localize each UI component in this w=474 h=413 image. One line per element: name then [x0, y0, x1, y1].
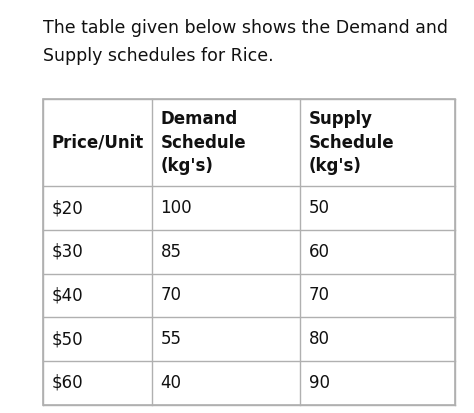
Text: Supply schedules for Rice.: Supply schedules for Rice. — [43, 47, 273, 66]
Text: Price/Unit: Price/Unit — [51, 134, 144, 152]
Text: $60: $60 — [51, 374, 83, 392]
Text: 80: 80 — [309, 330, 330, 348]
Text: 40: 40 — [161, 374, 182, 392]
Text: $30: $30 — [51, 243, 83, 261]
Text: 85: 85 — [161, 243, 182, 261]
Text: 50: 50 — [309, 199, 330, 217]
Text: $50: $50 — [51, 330, 83, 348]
Text: $20: $20 — [51, 199, 83, 217]
Text: 70: 70 — [309, 287, 330, 304]
Text: Demand
Schedule
(kg's): Demand Schedule (kg's) — [161, 110, 246, 175]
Text: 60: 60 — [309, 243, 330, 261]
Text: The table given below shows the Demand and: The table given below shows the Demand a… — [43, 19, 447, 37]
Text: 100: 100 — [161, 199, 192, 217]
Text: 90: 90 — [309, 374, 330, 392]
Text: Supply
Schedule
(kg's): Supply Schedule (kg's) — [309, 110, 394, 175]
Text: 55: 55 — [161, 330, 182, 348]
Text: $40: $40 — [51, 287, 83, 304]
Text: 70: 70 — [161, 287, 182, 304]
